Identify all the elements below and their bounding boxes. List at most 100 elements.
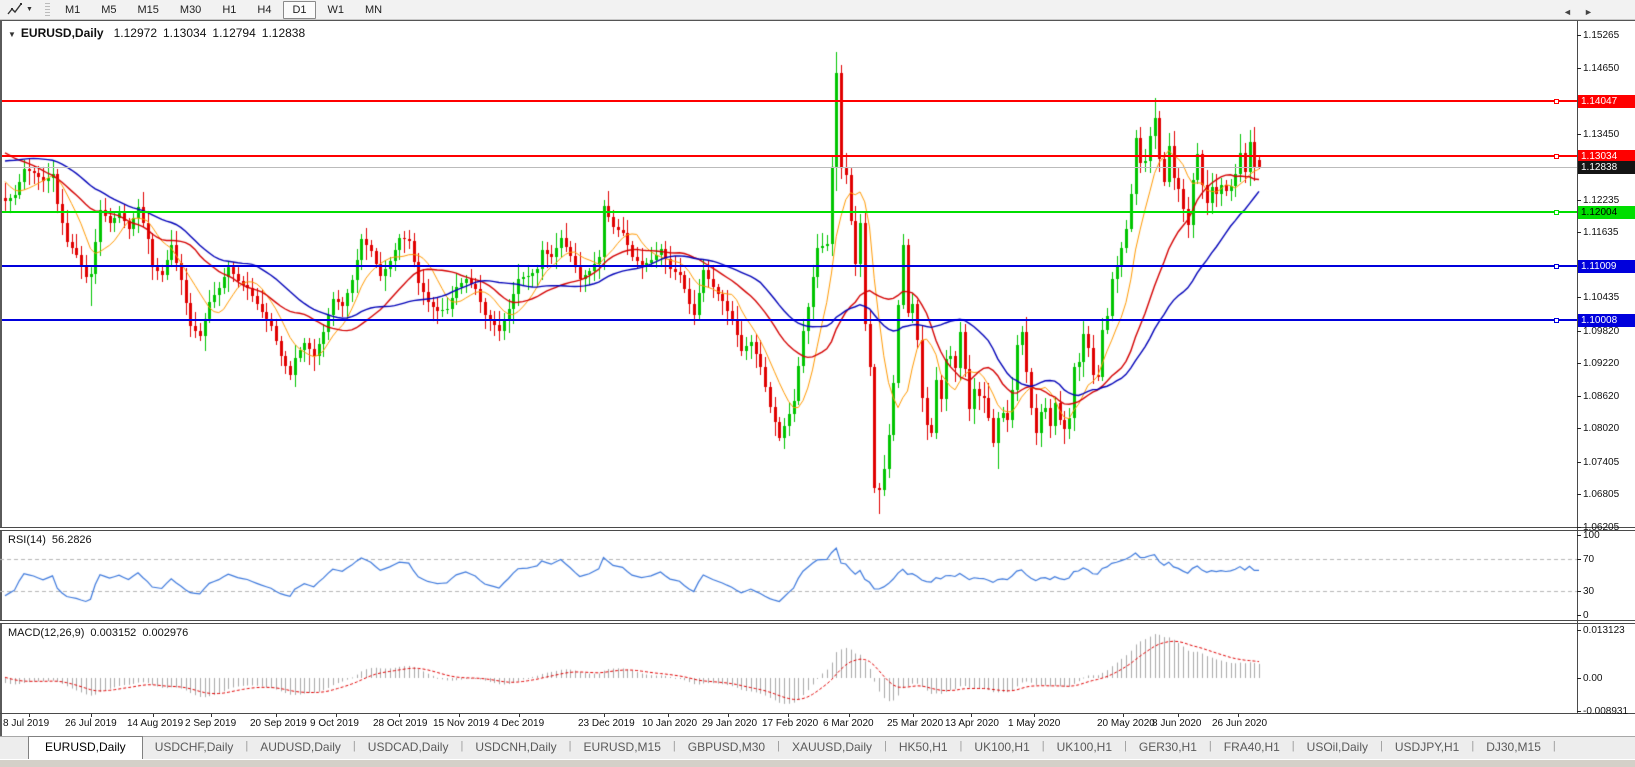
timeframe-button-m1[interactable]: M1 bbox=[64, 3, 81, 16]
date-tick-mark bbox=[788, 714, 789, 717]
chart-title: ▼ EURUSD,Daily 1.12972 1.13034 1.12794 1.1283… bbox=[8, 26, 311, 40]
hline-handle[interactable] bbox=[1554, 99, 1559, 104]
level-price-badge: 1.14047 bbox=[1578, 95, 1635, 108]
tabs-scroll-right-icon[interactable]: ► bbox=[1584, 7, 1593, 17]
chart-tab-eurusd-m15[interactable]: EURUSD,M15 bbox=[583, 740, 661, 754]
chart-cursor-tool-button[interactable]: ▼ bbox=[3, 2, 37, 17]
price-tick-mark bbox=[1577, 527, 1581, 528]
tab-separator: | bbox=[1471, 739, 1475, 752]
horizontal-level-line[interactable] bbox=[2, 100, 1577, 102]
horizontal-level-line[interactable] bbox=[2, 211, 1577, 213]
indicator-tick-label: 0.00 bbox=[1583, 673, 1603, 684]
chart-tab-hk50-h1[interactable]: HK50,H1 bbox=[898, 740, 948, 754]
date-tick-mark bbox=[519, 714, 520, 717]
timeframe-button-m5[interactable]: M5 bbox=[101, 3, 117, 16]
price-tick-label: 1.10435 bbox=[1583, 292, 1620, 303]
date-tick-mark bbox=[459, 714, 460, 717]
date-tick-mark bbox=[849, 714, 850, 717]
timeframe-button-h4[interactable]: H4 bbox=[257, 3, 272, 16]
timeframe-button-m30[interactable]: M30 bbox=[179, 3, 202, 16]
rsi-value: 56.2826 bbox=[51, 534, 92, 546]
current-price-line[interactable] bbox=[2, 167, 1577, 168]
chart-tab-fra40-h1[interactable]: FRA40,H1 bbox=[1223, 740, 1280, 754]
chart-tab-uk100-h1[interactable]: UK100,H1 bbox=[974, 740, 1030, 754]
level-price-badge: 1.10008 bbox=[1578, 314, 1635, 327]
hline-handle[interactable] bbox=[1554, 318, 1559, 323]
price-tick-label: 1.14650 bbox=[1583, 63, 1620, 74]
chart-tab-usoil-daily[interactable]: USOil,Daily bbox=[1306, 740, 1368, 754]
timeframe-button-d1[interactable]: D1 bbox=[283, 0, 316, 19]
timeframe-button-m15[interactable]: M15 bbox=[137, 3, 159, 16]
price-tick-mark bbox=[1577, 68, 1581, 69]
date-label: 20 May 2020 bbox=[1097, 718, 1155, 729]
ohlc-high: 1.13034 bbox=[163, 26, 207, 40]
indicator-tick-mark bbox=[1577, 559, 1581, 560]
macd-signal-value: 0.002976 bbox=[142, 627, 189, 639]
timeframe-button-w1[interactable]: W1 bbox=[327, 3, 345, 16]
timeframe-button-h1[interactable]: H1 bbox=[222, 3, 237, 16]
rsi-indicator-name: RSI(14) bbox=[8, 534, 46, 546]
date-label: 17 Feb 2020 bbox=[762, 718, 819, 729]
horizontal-level-line[interactable] bbox=[2, 319, 1577, 321]
timeframe-buttons: M1 M5 M15 M30 H1 H4 D1 W1 MN bbox=[56, 0, 394, 19]
timeframe-button-mn[interactable]: MN bbox=[365, 3, 383, 16]
chart-cursor-icon bbox=[7, 3, 22, 15]
price-tick-mark bbox=[1577, 297, 1581, 298]
date-label: 4 Dec 2019 bbox=[493, 718, 545, 729]
chevron-down-icon: ▼ bbox=[26, 6, 33, 13]
indicator-tick-label: 0 bbox=[1583, 610, 1589, 621]
price-tick-label: 1.15265 bbox=[1583, 30, 1620, 41]
level-price-badge: 1.11009 bbox=[1578, 260, 1635, 273]
horizontal-level-line[interactable] bbox=[2, 155, 1577, 157]
tabs-scroll-left-icon[interactable]: ◄ bbox=[1563, 7, 1572, 17]
hline-handle[interactable] bbox=[1554, 264, 1559, 269]
chart-tab-usdcnh-daily[interactable]: USDCNH,Daily bbox=[475, 740, 557, 754]
indicator-tick-label: 0.013123 bbox=[1583, 625, 1625, 636]
chart-tab-usdjpy-h1[interactable]: USDJPY,H1 bbox=[1394, 740, 1460, 754]
date-tick-mark bbox=[1123, 714, 1124, 717]
horizontal-level-line[interactable] bbox=[2, 265, 1577, 267]
chart-tab-gbpusd-m30[interactable]: GBPUSD,M30 bbox=[687, 740, 766, 754]
price-tick-mark bbox=[1577, 462, 1581, 463]
tab-separator: | bbox=[672, 739, 676, 752]
panel-separator-rsi-macd[interactable] bbox=[0, 620, 1635, 624]
chart-tab-usdchf-daily[interactable]: USDCHF,Daily bbox=[154, 740, 234, 754]
chart-tab-usdcad-daily[interactable]: USDCAD,Daily bbox=[367, 740, 449, 754]
date-tick-mark bbox=[399, 714, 400, 717]
date-tick-mark bbox=[668, 714, 669, 717]
chart-tabs: EURUSD,Daily USDCHF,Daily | AUDUSD,Daily | US… bbox=[26, 736, 1556, 759]
hline-handle[interactable] bbox=[1554, 210, 1559, 215]
price-tick-mark bbox=[1577, 134, 1581, 135]
date-label: 23 Dec 2019 bbox=[578, 718, 635, 729]
tab-separator: | bbox=[245, 739, 249, 752]
chart-dropdown-icon[interactable]: ▼ bbox=[8, 30, 16, 39]
chart-tab-xauusd-daily[interactable]: XAUUSD,Daily bbox=[791, 740, 872, 754]
macd-main-value: 0.003152 bbox=[90, 627, 137, 639]
chart-tab-eurusd-daily[interactable]: EURUSD,Daily bbox=[28, 736, 143, 759]
tab-separator: | bbox=[1208, 739, 1212, 752]
chart-tab-uk100-h1[interactable]: UK100,H1 bbox=[1056, 740, 1113, 754]
rsi-indicator-canvas[interactable] bbox=[0, 531, 1577, 620]
price-tick-label: 1.07405 bbox=[1583, 457, 1620, 468]
level-price-badge: 1.12004 bbox=[1578, 206, 1635, 219]
date-tick-mark bbox=[1034, 714, 1035, 717]
chart-tab-audusd-daily[interactable]: AUDUSD,Daily bbox=[260, 740, 341, 754]
price-tick-label: 1.09820 bbox=[1583, 326, 1620, 337]
hline-handle[interactable] bbox=[1554, 154, 1559, 159]
panel-separator-main-rsi[interactable] bbox=[0, 527, 1635, 531]
macd-indicator-canvas[interactable] bbox=[0, 624, 1577, 713]
date-tick-mark bbox=[913, 714, 914, 717]
chart-tab-ger30-h1[interactable]: GER30,H1 bbox=[1138, 740, 1197, 754]
tab-separator: | bbox=[1041, 739, 1045, 752]
chart-symbol-label: EURUSD,Daily bbox=[20, 26, 104, 40]
price-chart-canvas[interactable] bbox=[0, 21, 1577, 527]
date-label: 9 Oct 2019 bbox=[310, 718, 359, 729]
chart-tab-dj30-m15[interactable]: DJ30,M15 bbox=[1486, 740, 1541, 754]
rsi-title: RSI(14) 56.2826 bbox=[8, 534, 98, 546]
date-label: 8 Jun 2020 bbox=[1152, 718, 1202, 729]
indicator-tick-label: 70 bbox=[1583, 554, 1595, 565]
indicator-tick-label: 100 bbox=[1583, 530, 1600, 541]
date-label: 8 Jul 2019 bbox=[3, 718, 50, 729]
tab-separator: | bbox=[883, 739, 887, 752]
